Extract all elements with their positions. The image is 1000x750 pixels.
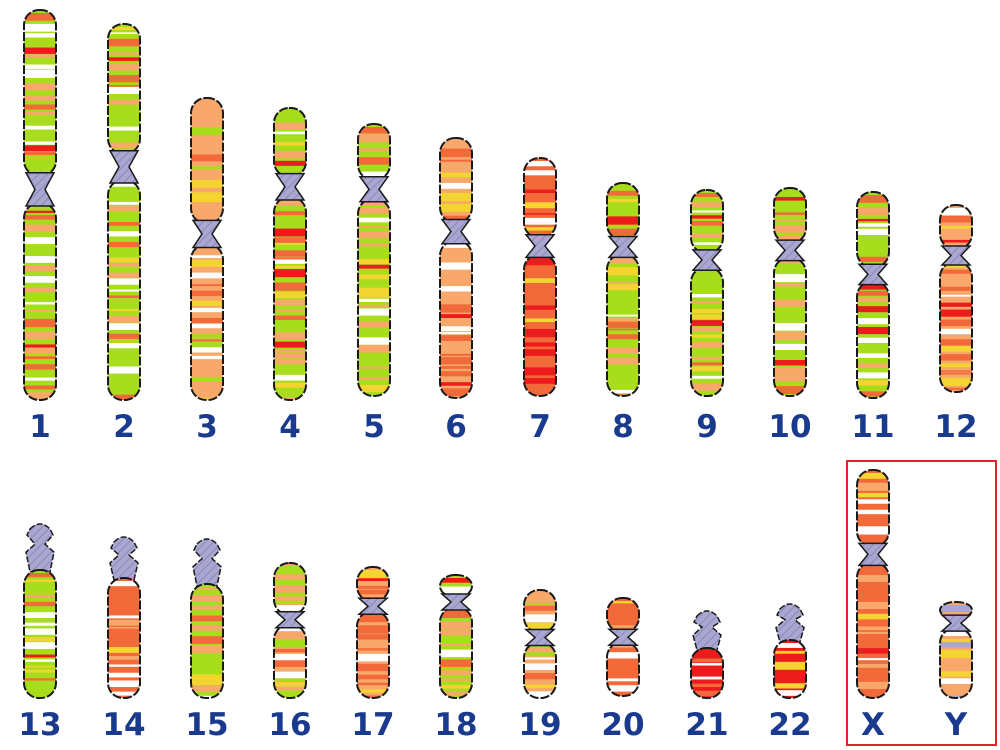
chromosome-1 bbox=[23, 9, 57, 401]
chromosome-7 bbox=[523, 157, 557, 397]
chromosome-9 bbox=[690, 189, 724, 397]
chromosome-label-14: 14 bbox=[102, 707, 146, 743]
chromosome-label-22: 22 bbox=[768, 707, 812, 743]
chromosome-10 bbox=[773, 187, 807, 397]
chromosome-17 bbox=[356, 566, 390, 699]
chromosome-22 bbox=[773, 603, 807, 699]
chromosome-label-5: 5 bbox=[363, 409, 385, 445]
chromosome-label-21: 21 bbox=[685, 707, 729, 743]
chromosome-5 bbox=[357, 123, 391, 397]
chromosome-2 bbox=[107, 23, 141, 401]
chromosome-label-6: 6 bbox=[445, 409, 467, 445]
chromosome-18 bbox=[439, 574, 473, 699]
chromosome-8 bbox=[606, 182, 640, 397]
chromosome-16 bbox=[273, 562, 307, 700]
chromosome-label-15: 15 bbox=[185, 707, 229, 743]
chromosome-x bbox=[856, 469, 890, 700]
sex-chromosome-highlight-box bbox=[846, 460, 997, 746]
chromosome-20 bbox=[606, 597, 640, 698]
chromosome-label-17: 17 bbox=[351, 707, 395, 743]
chromosome-y bbox=[939, 601, 973, 699]
chromosome-label-9: 9 bbox=[696, 409, 718, 445]
chromosome-label-4: 4 bbox=[279, 409, 301, 445]
chromosome-19 bbox=[523, 589, 557, 700]
chromosome-label-2: 2 bbox=[113, 409, 135, 445]
chromosome-15 bbox=[190, 538, 224, 699]
chromosome-label-18: 18 bbox=[434, 707, 478, 743]
chromosome-12 bbox=[939, 204, 973, 393]
chromosome-21 bbox=[690, 610, 724, 699]
chromosome-4 bbox=[273, 107, 307, 401]
chromosome-label-7: 7 bbox=[529, 409, 551, 445]
chromosome-label-16: 16 bbox=[268, 707, 312, 743]
chromosome-label-13: 13 bbox=[18, 707, 62, 743]
chromosome-13 bbox=[23, 523, 57, 699]
chromosome-label-12: 12 bbox=[934, 409, 978, 445]
chromosome-label-19: 19 bbox=[518, 707, 562, 743]
chromosome-label-1: 1 bbox=[29, 409, 51, 445]
chromosome-label-x: X bbox=[861, 707, 885, 743]
chromosome-label-11: 11 bbox=[851, 409, 895, 445]
chromosome-11 bbox=[856, 191, 890, 399]
chromosome-label-y: Y bbox=[944, 707, 968, 743]
chromosome-label-20: 20 bbox=[601, 707, 645, 743]
chromosome-6 bbox=[439, 137, 473, 399]
chromosome-label-8: 8 bbox=[612, 409, 634, 445]
chromosome-label-3: 3 bbox=[196, 409, 218, 445]
chromosome-label-10: 10 bbox=[768, 409, 812, 445]
chromosome-3 bbox=[190, 97, 224, 401]
chromosome-14 bbox=[107, 536, 141, 699]
